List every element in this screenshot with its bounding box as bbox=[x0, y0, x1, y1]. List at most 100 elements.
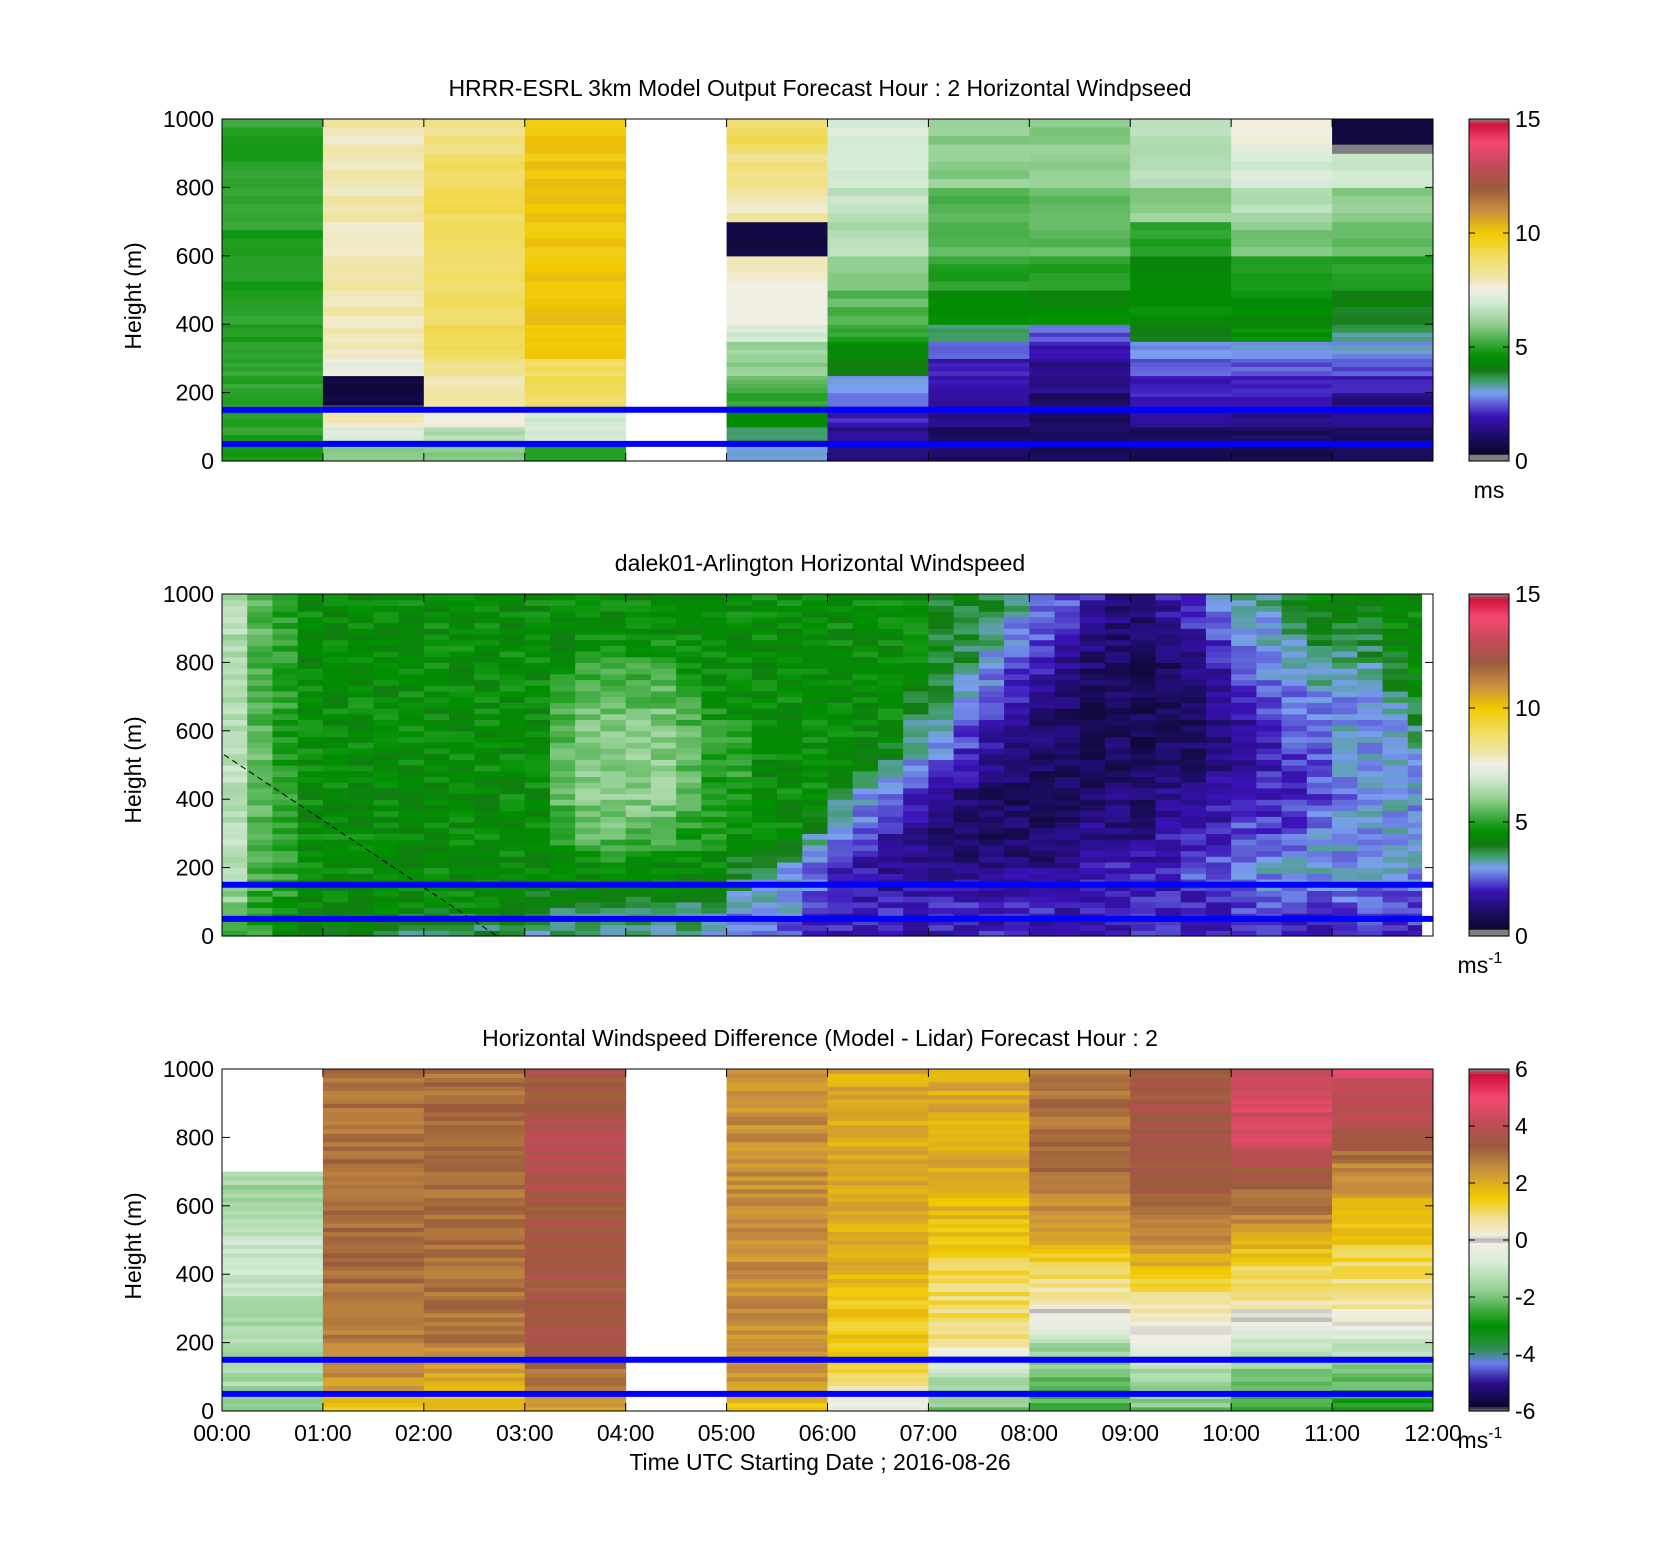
heatmap-cell bbox=[877, 611, 904, 618]
heatmap-cell bbox=[524, 1295, 627, 1301]
x-axis-label: Time UTC Starting Date ; 2016-08-26 bbox=[629, 1449, 1010, 1475]
heatmap-cell bbox=[322, 782, 349, 789]
heatmap-cell bbox=[322, 1342, 425, 1348]
colorbar-cell bbox=[1469, 198, 1509, 202]
heatmap-cell bbox=[449, 765, 475, 772]
heatmap-cell bbox=[499, 651, 526, 658]
heatmap-cell bbox=[373, 753, 400, 760]
colorbar-cell bbox=[1469, 1119, 1509, 1123]
heatmap-cell bbox=[1205, 708, 1232, 715]
heatmap-cell bbox=[701, 890, 728, 897]
heatmap-cell bbox=[373, 884, 400, 891]
heatmap-cell bbox=[1054, 867, 1081, 874]
heatmap-cell bbox=[398, 605, 425, 612]
heatmap-cell bbox=[1130, 708, 1156, 715]
heatmap-cell bbox=[1205, 742, 1232, 749]
heatmap-cell bbox=[827, 1073, 929, 1079]
heatmap-cell bbox=[1357, 787, 1384, 795]
heatmap-cell bbox=[726, 431, 828, 436]
heatmap-cell bbox=[1029, 170, 1131, 180]
heatmap-cell bbox=[1332, 341, 1434, 347]
heatmap-cell bbox=[1332, 1069, 1434, 1074]
heatmap-cell bbox=[348, 896, 374, 903]
heatmap-cell bbox=[247, 656, 273, 663]
heatmap-cell bbox=[650, 690, 677, 698]
heatmap-cell bbox=[348, 736, 374, 743]
heatmap-cell bbox=[1332, 1086, 1434, 1091]
heatmap-cell bbox=[1029, 1098, 1131, 1104]
heatmap-cell bbox=[1407, 662, 1423, 669]
heatmap-cell bbox=[449, 668, 475, 675]
heatmap-cell bbox=[1407, 799, 1423, 806]
heatmap-cell bbox=[1231, 1150, 1333, 1156]
heatmap-cell bbox=[1130, 1098, 1232, 1104]
heatmap-cell bbox=[903, 639, 929, 646]
heatmap-cell bbox=[575, 651, 601, 658]
heatmap-cell bbox=[1281, 918, 1308, 926]
heatmap-cell bbox=[474, 810, 501, 817]
heatmap-cell bbox=[1029, 452, 1131, 458]
heatmap-cell bbox=[499, 713, 526, 720]
heatmap-cell bbox=[802, 770, 828, 777]
heatmap-cell bbox=[272, 776, 299, 783]
colorbar-cell bbox=[1469, 799, 1509, 803]
heatmap-cell bbox=[322, 1167, 425, 1173]
heatmap-cell bbox=[1029, 856, 1056, 863]
heatmap-cell bbox=[726, 1098, 828, 1104]
heatmap-cell bbox=[1306, 685, 1333, 692]
heatmap-cell bbox=[322, 1282, 425, 1288]
heatmap-cell bbox=[398, 907, 425, 914]
heatmap-cell bbox=[600, 628, 627, 635]
heatmap-cell bbox=[1332, 690, 1358, 698]
heatmap-cell bbox=[1231, 1163, 1333, 1168]
heatmap-cell bbox=[1079, 719, 1106, 726]
heatmap-cell bbox=[549, 708, 576, 715]
heatmap-cell bbox=[1407, 867, 1423, 874]
heatmap-cell bbox=[1256, 827, 1283, 834]
heatmap-cell bbox=[524, 594, 551, 601]
heatmap-cell bbox=[373, 668, 400, 675]
heatmap-cell bbox=[373, 730, 400, 738]
heatmap-cell bbox=[297, 605, 324, 612]
heatmap-cell bbox=[449, 713, 475, 720]
colorbar-cell bbox=[1469, 1356, 1509, 1360]
heatmap-cell bbox=[1029, 1133, 1131, 1138]
heatmap-cell bbox=[1054, 856, 1081, 863]
heatmap-cell bbox=[1332, 1188, 1434, 1194]
heatmap-cell bbox=[928, 281, 1030, 291]
heatmap-cell bbox=[474, 685, 501, 692]
y-tick-label: 200 bbox=[176, 855, 214, 881]
heatmap-cell bbox=[474, 594, 501, 601]
heatmap-cell bbox=[247, 628, 273, 635]
heatmap-cell bbox=[524, 1368, 627, 1374]
heatmap-cell bbox=[802, 708, 828, 715]
heatmap-cell bbox=[222, 605, 248, 612]
heatmap-cell bbox=[903, 816, 929, 823]
heatmap-cell bbox=[1130, 341, 1232, 347]
heatmap-cell bbox=[777, 850, 803, 857]
heatmap-cell bbox=[423, 1073, 526, 1079]
heatmap-cell bbox=[524, 1205, 627, 1211]
heatmap-cell bbox=[449, 844, 475, 852]
heatmap-cell bbox=[575, 896, 601, 903]
heatmap-cell bbox=[1054, 605, 1081, 612]
heatmap-cell bbox=[1029, 747, 1056, 755]
heatmap-cell bbox=[726, 793, 753, 800]
heatmap-cell bbox=[1332, 1342, 1434, 1348]
panel-lidar-title: dalek01-Arlington Horizontal Windspeed bbox=[615, 550, 1025, 576]
colorbar-cell bbox=[1469, 851, 1509, 855]
heatmap-cell bbox=[726, 1214, 828, 1220]
heatmap-cell bbox=[524, 1171, 627, 1177]
colorbar-cell bbox=[1469, 233, 1509, 236]
heatmap-cell bbox=[928, 328, 1030, 334]
heatmap-cell bbox=[524, 1188, 627, 1194]
colorbar-cell bbox=[1469, 603, 1509, 606]
heatmap-cell bbox=[524, 890, 551, 897]
heatmap-cell bbox=[1029, 639, 1056, 646]
heatmap-cell bbox=[726, 594, 753, 601]
heatmap-cell bbox=[1029, 396, 1131, 402]
heatmap-cell bbox=[827, 230, 929, 240]
heatmap-cell bbox=[549, 616, 576, 624]
heatmap-cell bbox=[524, 1342, 627, 1348]
heatmap-cell bbox=[1332, 337, 1434, 342]
